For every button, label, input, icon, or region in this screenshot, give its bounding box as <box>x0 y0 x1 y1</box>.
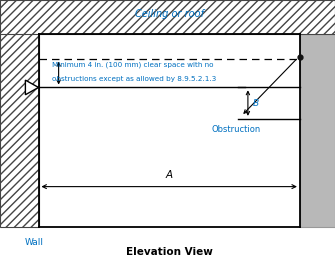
Bar <box>0 0 335 34</box>
Text: Elevation View: Elevation View <box>126 247 213 257</box>
Text: Ceiling or roof: Ceiling or roof <box>135 9 204 19</box>
Text: Wall: Wall <box>25 238 44 246</box>
Polygon shape <box>25 80 39 95</box>
Text: Obstruction: Obstruction <box>211 125 260 134</box>
Bar <box>300 34 335 227</box>
Text: A: A <box>165 170 173 180</box>
Text: Minimum 4 in. (100 mm) clear space with no: Minimum 4 in. (100 mm) clear space with … <box>52 61 213 68</box>
Text: B: B <box>253 99 259 108</box>
Bar <box>0 0 39 227</box>
Text: obstructions except as allowed by 8.9.5.2.1.3: obstructions except as allowed by 8.9.5.… <box>52 76 216 82</box>
